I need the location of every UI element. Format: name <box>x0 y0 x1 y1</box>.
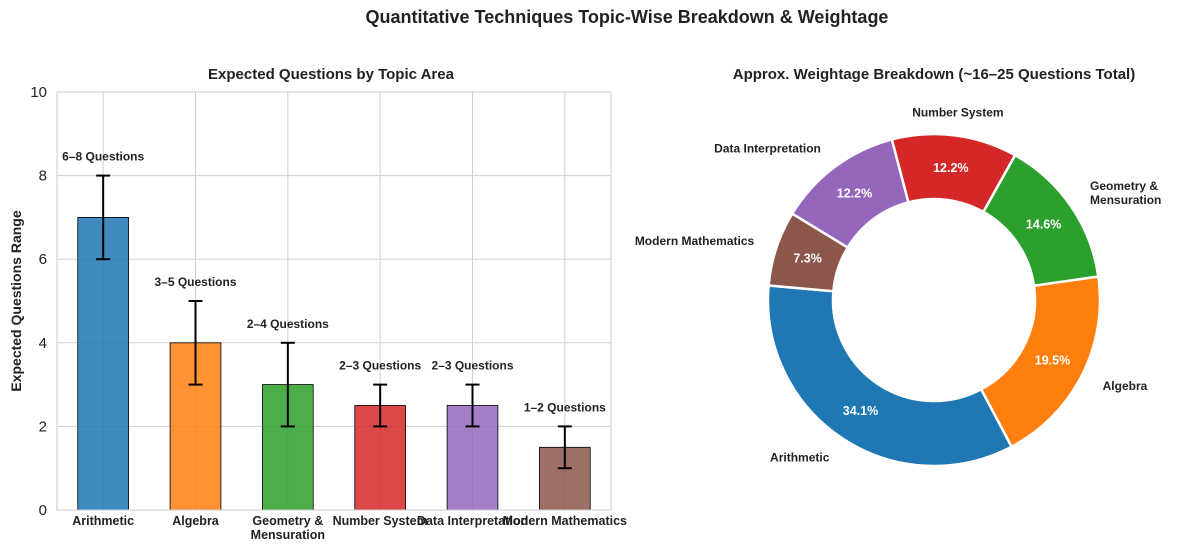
bar-annotation: 2–4 Questions <box>247 317 329 331</box>
bar-chart-title: Expected Questions by Topic Area <box>208 66 455 83</box>
bar-annotation: 3–5 Questions <box>154 275 236 289</box>
bar <box>77 216 129 511</box>
donut-category-label: Data Interpretation <box>714 141 821 155</box>
donut-category-label: Geometry & Mensuration <box>1090 179 1161 207</box>
donut-percent-label: 14.6% <box>1026 218 1061 232</box>
x-tick-label: Arithmetic <box>72 514 134 528</box>
bar-chart: Expected Questions by Topic Area Expecte… <box>8 66 627 542</box>
donut-percent-label: 12.2% <box>837 186 872 200</box>
bar-chart-error-bars <box>96 174 572 470</box>
donut-chart-category-labels: Arithmetic Algebra Geometry & Mensuration Nu… <box>635 105 1162 464</box>
donut-chart-title: Approx. Weightage Breakdown (~16–25 Ques… <box>733 66 1135 83</box>
bar-chart-annotations: 6–8 Questions 3–5 Questions 2–4 Questions 2… <box>62 150 606 415</box>
donut-category-label: Arithmetic <box>770 451 830 465</box>
bar-annotation: 6–8 Questions <box>62 150 144 164</box>
donut-category-label: Modern Mathematics <box>635 234 755 248</box>
bar-chart-x-ticks: Arithmetic Algebra Geometry & Mensuration Nu… <box>72 514 627 542</box>
bar-chart-plot-frame <box>56 91 612 511</box>
donut-slice <box>766 284 1014 468</box>
figure-title: Quantitative Techniques Topic-Wise Break… <box>366 7 889 27</box>
x-tick-label: Geometry & Mensuration <box>251 514 325 542</box>
bar-chart-y-axis-label: Expected Questions Range <box>8 210 24 391</box>
donut-percent-label: 12.2% <box>933 161 968 175</box>
bar-annotation: 1–2 Questions <box>524 400 606 414</box>
x-tick-label: Number System <box>333 514 428 528</box>
donut-percent-label: 34.1% <box>843 404 878 418</box>
donut-category-label: Algebra <box>1103 379 1148 393</box>
y-tick-label: 10 <box>30 84 47 101</box>
y-tick-label: 6 <box>39 251 47 268</box>
donut-chart-percent-labels: 34.1% 19.5% 14.6% 12.2% 12.2% 7.3% <box>793 161 1070 418</box>
donut-chart: Approx. Weightage Breakdown (~16–25 Ques… <box>635 66 1162 468</box>
bar-annotation: 2–3 Questions <box>339 359 421 373</box>
bar-chart-y-ticks: 0 2 4 6 8 10 <box>30 84 47 519</box>
donut-category-label: Number System <box>912 105 1003 119</box>
x-tick-label: Data Interpretation <box>417 514 528 528</box>
x-tick-label: Modern Mathematics <box>503 514 627 528</box>
donut-percent-label: 19.5% <box>1035 353 1070 367</box>
y-tick-label: 8 <box>39 168 47 185</box>
donut-percent-label: 7.3% <box>793 252 822 266</box>
donut-chart-slices <box>766 132 1102 468</box>
y-tick-label: 4 <box>39 335 47 352</box>
bar-annotation: 2–3 Questions <box>431 359 513 373</box>
x-tick-label: Algebra <box>172 514 220 528</box>
donut-slice <box>767 212 850 293</box>
y-tick-label: 2 <box>39 418 47 435</box>
y-tick-label: 0 <box>39 502 47 519</box>
